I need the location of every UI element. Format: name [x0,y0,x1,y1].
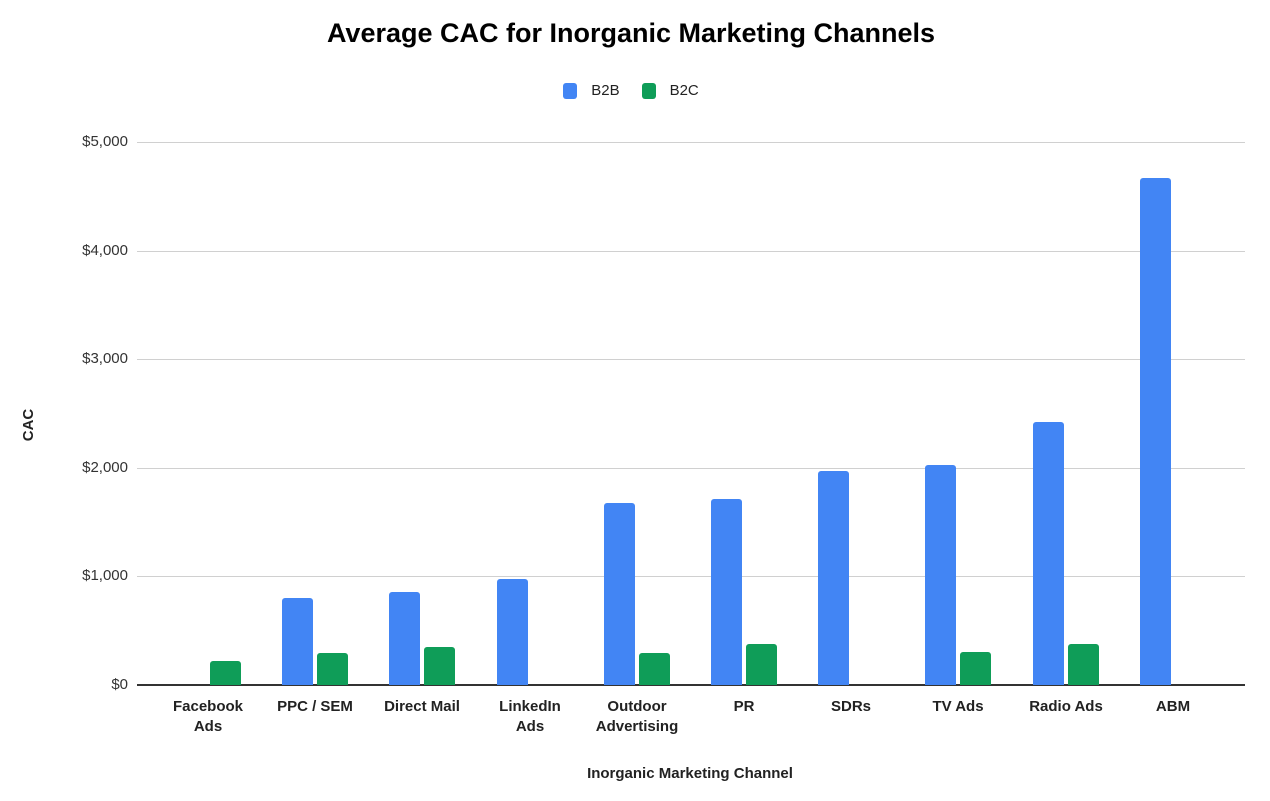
gridline [137,576,1245,577]
x-tick-label: Outdoor Advertising [595,698,679,735]
legend: B2B B2C [0,82,1262,99]
bar-b2c[interactable] [210,661,241,685]
legend-swatch-b2c [641,82,656,99]
legend-label-b2c: B2C [669,82,699,99]
chart-title: Average CAC for Inorganic Marketing Chan… [326,18,936,48]
y-axis-label: CAC [20,408,37,442]
legend-item-b2b[interactable]: B2B [563,82,620,99]
y-tick-label: $1,000 [82,567,128,584]
x-tick-label: Direct Mail [384,698,460,715]
bar-b2c[interactable] [746,644,777,685]
x-axis-line [137,684,1245,686]
bar-b2b[interactable] [282,598,313,685]
bar-b2b[interactable] [497,579,528,685]
bar-b2c[interactable] [424,647,455,685]
gridline [137,251,1245,252]
legend-item-b2c[interactable]: B2C [641,82,699,99]
bar-b2b[interactable] [1033,422,1064,685]
legend-label-b2b: B2B [591,82,620,99]
y-tick-label: $4,000 [82,242,128,259]
bar-b2c[interactable] [317,653,348,685]
y-tick-label: $2,000 [82,459,128,476]
y-tick-label: $0 [111,676,128,693]
x-tick-label: ABM [1155,698,1191,715]
y-tick-label: $5,000 [82,133,128,150]
bar-b2b[interactable] [711,499,742,685]
bar-b2b[interactable] [389,592,420,685]
x-tick-label: LinkedIn Ads [499,698,561,735]
gridline [137,359,1245,360]
x-tick-label: TV Ads [932,698,984,715]
x-tick-label: SDRs [830,698,871,715]
gridline [137,468,1245,469]
y-tick-label: $3,000 [82,350,128,367]
bar-b2c[interactable] [1068,644,1099,685]
x-axis-label: Inorganic Marketing Channel [587,765,793,782]
bar-b2b[interactable] [1140,178,1171,685]
x-tick-label: Facebook Ads [172,698,244,735]
gridline [137,142,1245,143]
bar-b2c[interactable] [960,652,991,685]
x-tick-label: PR [733,698,755,715]
x-tick-label: PPC / SEM [277,698,353,715]
bar-b2c[interactable] [639,653,670,685]
x-tick-label: Radio Ads [1029,698,1103,715]
legend-swatch-b2b [563,82,578,99]
bar-b2b[interactable] [818,471,849,685]
bar-b2b[interactable] [604,503,635,685]
bar-b2b[interactable] [925,465,956,685]
